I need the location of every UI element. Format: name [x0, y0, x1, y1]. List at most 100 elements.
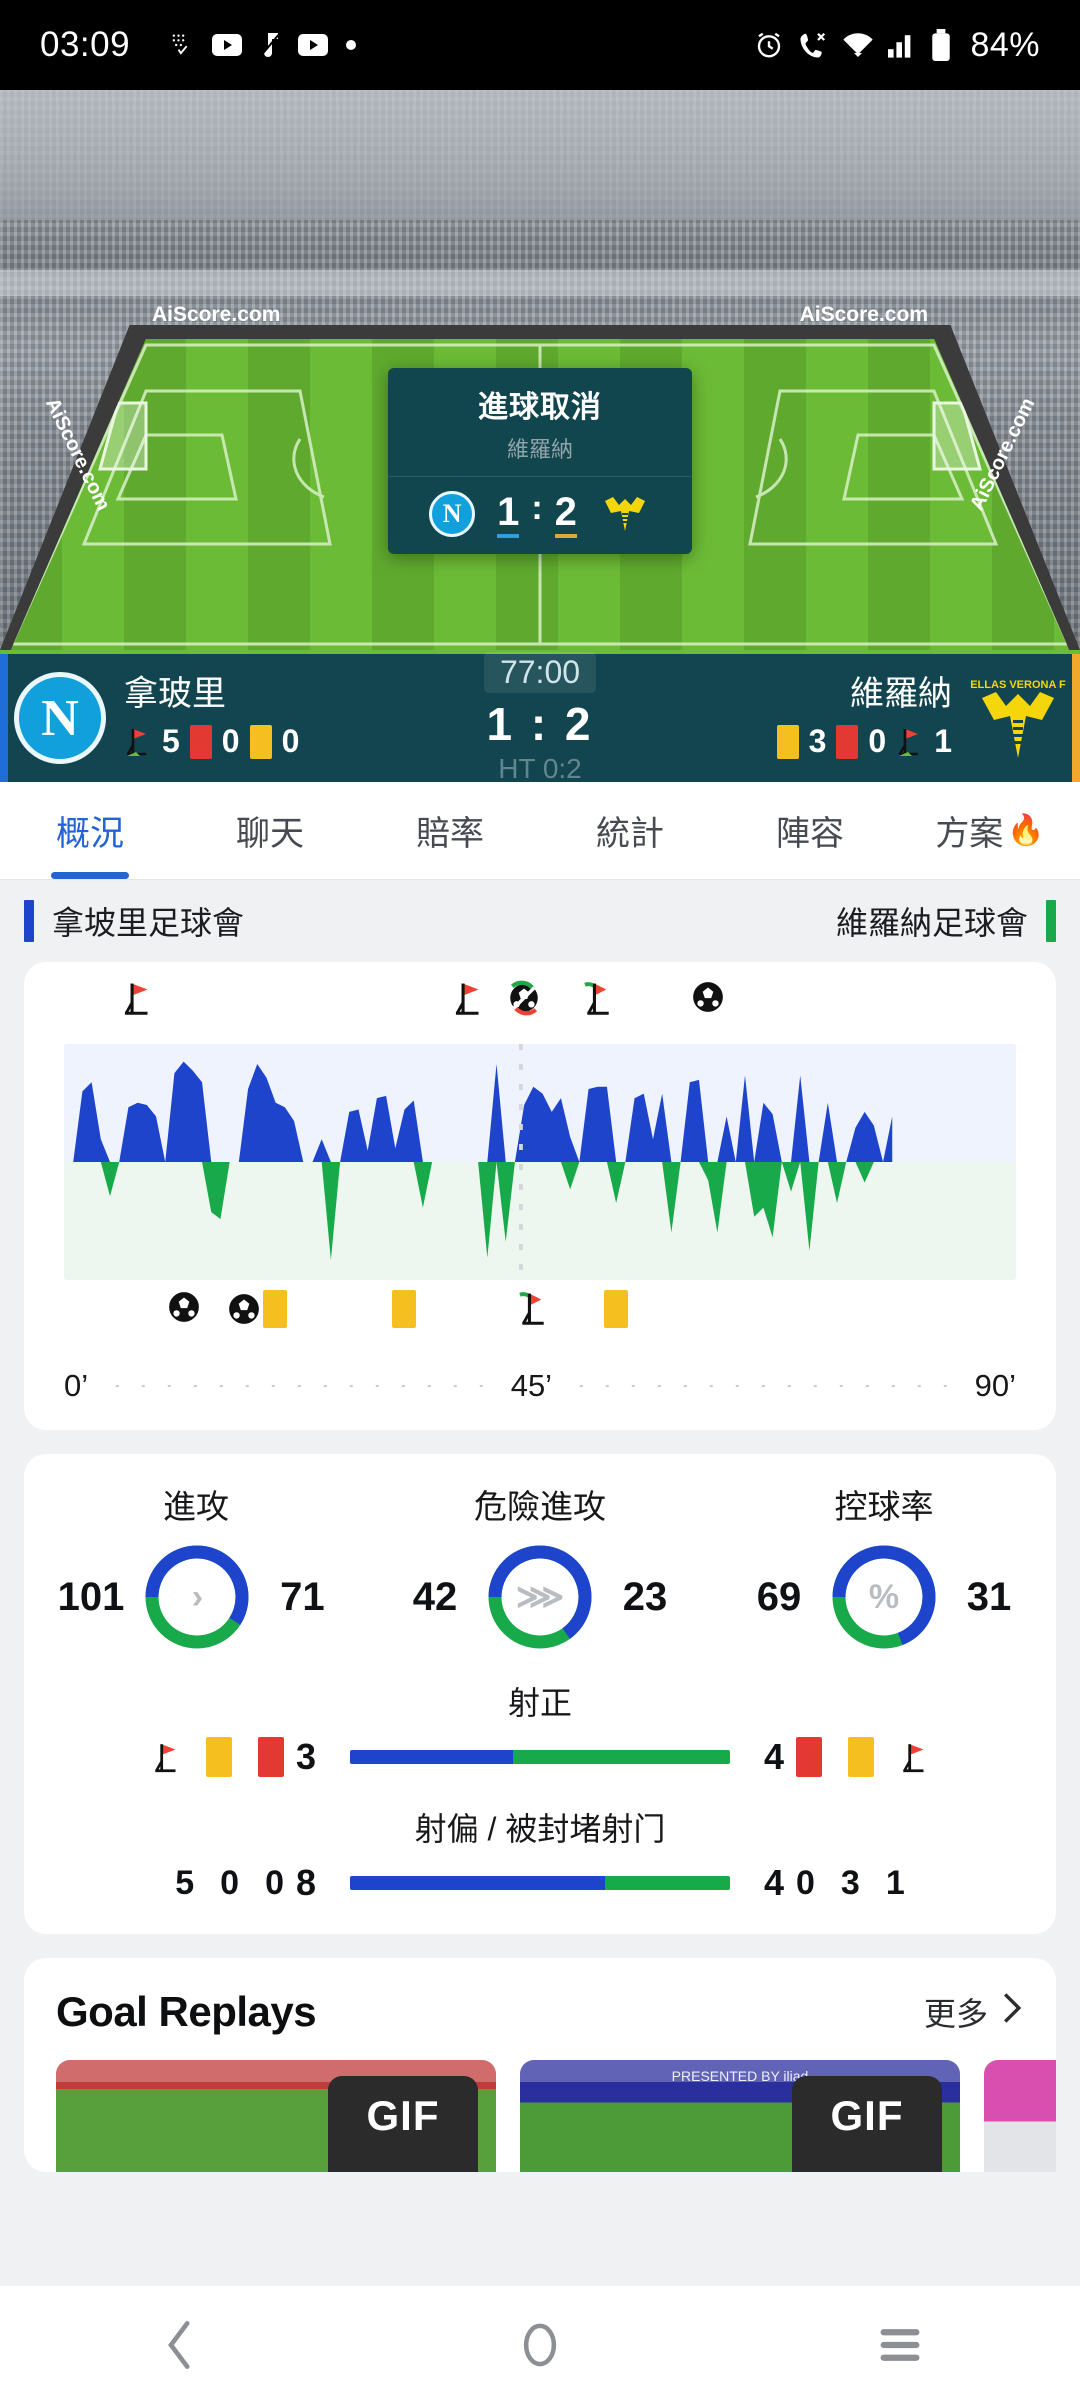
chevron-right-icon: ›	[191, 1577, 204, 1616]
goal-cancelled-popup[interactable]: 進球取消 維羅納 N 1 : 2	[388, 368, 692, 554]
match-scorebar[interactable]: N 拿玻里 5 0	[0, 650, 1080, 785]
goal-icon	[227, 1292, 261, 1331]
momentum-chart-card: 0’ 45’ 90’	[24, 962, 1056, 1430]
stat-home-value: 42	[412, 1574, 458, 1619]
match-clock: 77:00	[483, 651, 597, 693]
away-red-count: 0	[796, 1863, 815, 1902]
yellow-card-icon	[776, 724, 799, 759]
timeline-event[interactable]	[392, 1290, 417, 1333]
away-stat-value: 4	[763, 1736, 785, 1777]
stat-shots-on-target: 射正 3	[24, 1678, 1056, 1778]
home-icon-group	[152, 1737, 284, 1777]
home-color-bar	[24, 900, 34, 942]
tab-plans[interactable]: 方案 🔥	[900, 782, 1080, 879]
section-tabs[interactable]: 概況 聊天 賠率 統計 陣容 方案 🔥	[0, 782, 1080, 880]
timeline-event[interactable]	[691, 980, 725, 1019]
donut-ring: ›	[142, 1542, 252, 1652]
timeline-event[interactable]	[227, 1290, 288, 1333]
match-score: 1 : 2	[486, 697, 594, 750]
away-yellow-count: 3	[840, 1863, 860, 1902]
team-legend-row: 拿坡里足球會 維羅納足球會	[0, 880, 1080, 962]
tab-label: 方案	[935, 815, 1004, 853]
stat-bar	[350, 1750, 730, 1764]
scorebar-center: 77:00 1 : 2 HT 0:2	[414, 651, 666, 785]
timeline-event[interactable]	[452, 980, 486, 1023]
stadium-roof	[0, 90, 1080, 220]
back-icon[interactable]	[120, 2305, 240, 2385]
timeline-event[interactable]	[580, 980, 616, 1023]
home-icon[interactable]	[480, 2305, 600, 2385]
replay-item[interactable]	[984, 2060, 1056, 2172]
away-red-count: 0	[868, 723, 887, 760]
home-corner-count: 5	[175, 1863, 195, 1902]
replays-more-button[interactable]: 更多	[924, 1989, 1024, 2035]
chart-events-bottom	[64, 1290, 1016, 1348]
home-red-count: 0	[265, 1863, 284, 1902]
yellow-card-icon	[848, 1737, 874, 1777]
donut-stats: 進攻 101 › 71 危險進攻 42	[24, 1480, 1056, 1652]
donut-ring: %	[829, 1542, 939, 1652]
percent-icon: %	[868, 1577, 900, 1616]
home-bar	[350, 1750, 514, 1764]
battery-percent: 84%	[970, 25, 1040, 64]
youtube-icon	[298, 34, 329, 56]
popup-subtitle: 維羅納	[506, 437, 573, 462]
home-full-name: 拿坡里足球會	[52, 905, 245, 941]
wifi-icon	[842, 31, 874, 59]
timeline-event[interactable]	[121, 980, 155, 1023]
stat-bar	[350, 1876, 730, 1890]
donut-ring: ⋙	[485, 1542, 595, 1652]
yellow-card-icon	[263, 1290, 288, 1333]
away-bar	[604, 1876, 730, 1890]
yellow-card-icon	[604, 1290, 629, 1333]
away-yellow-count: 3	[808, 723, 827, 760]
popup-score: 1 : 2	[497, 489, 578, 538]
stat-attacks: 進攻 101 › 71	[36, 1480, 356, 1652]
home-yellow-count: 0	[281, 723, 300, 760]
away-team-name: 維羅納	[850, 674, 952, 713]
tab-overview[interactable]: 概況	[0, 782, 180, 879]
popup-home-score: 1	[497, 492, 520, 538]
stat-row: 5 0 0 8 4 0 3 1	[24, 1862, 1056, 1904]
replay-item[interactable]: PRESENTED BY iliad GIF	[520, 2060, 960, 2172]
replay-item[interactable]: GIF	[56, 2060, 496, 2172]
timeline-event[interactable]	[167, 1290, 201, 1329]
stat-title: 射正	[507, 1685, 572, 1721]
stat-row: 42 ⋙ 23	[380, 1542, 700, 1652]
stat-row: 101 › 71	[36, 1542, 356, 1652]
away-accent-edge	[1072, 654, 1080, 782]
gif-badge: GIF	[792, 2076, 942, 2172]
tab-label: 聊天	[236, 815, 304, 853]
chart-events-top	[64, 980, 1016, 1038]
timeline-event[interactable]	[604, 1290, 629, 1333]
stat-title: 進攻	[163, 1488, 229, 1525]
youtube-icon	[212, 34, 243, 56]
timeline-event[interactable]	[506, 980, 542, 1021]
recents-icon[interactable]	[840, 2305, 960, 2385]
stat-away-value: 31	[966, 1574, 1012, 1619]
home-stat-value: 8	[295, 1862, 317, 1903]
tab-lineup[interactable]: 陣容	[720, 782, 900, 879]
dot-icon	[344, 38, 358, 52]
home-team-block[interactable]: N 拿玻里 5 0	[14, 672, 414, 764]
away-corner-count: 1	[885, 1863, 905, 1902]
away-corner-count: 1	[934, 723, 952, 760]
away-team-block[interactable]: 維羅納 3 0 1	[666, 672, 1074, 764]
home-red-count: 0	[221, 723, 240, 760]
replay-thumbnails[interactable]: GIF PRESENTED BY iliad GIF	[24, 2060, 1056, 2172]
away-bar	[513, 1750, 730, 1764]
goal-replays-card: Goal Replays 更多 GIF PRESENTED BY iliad G…	[24, 1958, 1056, 2172]
timeline-event[interactable]	[515, 1290, 551, 1333]
replays-header: Goal Replays 更多	[24, 1988, 1056, 2060]
battery-icon	[930, 29, 952, 61]
tab-statistics[interactable]: 統計	[540, 782, 720, 879]
home-bar	[350, 1876, 605, 1890]
android-nav-bar[interactable]	[0, 2286, 1080, 2404]
tab-chat[interactable]: 聊天	[180, 782, 360, 879]
tab-odds[interactable]: 賠率	[360, 782, 540, 879]
stat-title: 控球率	[834, 1488, 934, 1525]
stat-possession: 控球率 69 % 31	[724, 1480, 1044, 1652]
stat-shots-off-target: 射偏 / 被封堵射门 5 0 0 8 4 0 3 1	[24, 1804, 1056, 1904]
fire-icon: 🔥	[1007, 814, 1045, 847]
